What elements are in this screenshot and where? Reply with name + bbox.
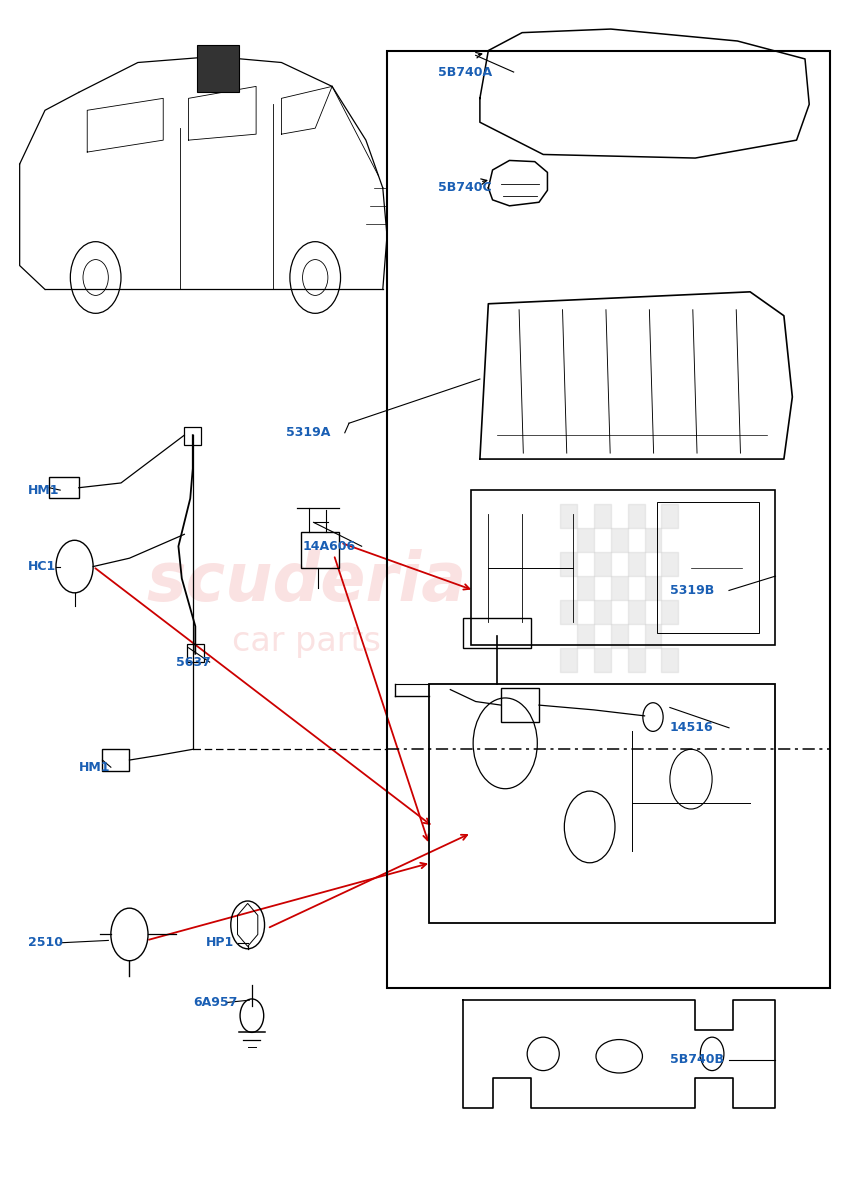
- Bar: [49, 476, 79, 498]
- Bar: [501, 689, 539, 722]
- Bar: [463, 618, 530, 648]
- Text: 14A606: 14A606: [303, 540, 355, 553]
- Bar: [644, 624, 661, 648]
- Bar: [594, 504, 611, 528]
- Bar: [184, 427, 201, 445]
- Text: 14516: 14516: [670, 721, 713, 734]
- Bar: [661, 552, 678, 576]
- Bar: [560, 504, 577, 528]
- Text: scuderia: scuderia: [147, 550, 467, 616]
- Bar: [187, 644, 204, 662]
- Bar: [627, 552, 644, 576]
- Bar: [644, 528, 661, 552]
- Bar: [661, 600, 678, 624]
- Bar: [661, 504, 678, 528]
- Bar: [560, 552, 577, 576]
- Bar: [197, 44, 239, 92]
- Text: HP1: HP1: [206, 936, 234, 949]
- Bar: [560, 648, 577, 672]
- Text: HC1: HC1: [28, 560, 56, 574]
- Bar: [577, 624, 594, 648]
- Bar: [472, 490, 775, 646]
- Bar: [627, 648, 644, 672]
- Text: HM1: HM1: [79, 761, 110, 774]
- Bar: [429, 684, 775, 923]
- Bar: [594, 552, 611, 576]
- Bar: [611, 576, 627, 600]
- Text: 6A957: 6A957: [193, 996, 237, 1009]
- Bar: [627, 504, 644, 528]
- Bar: [387, 50, 830, 988]
- Text: 5B740B: 5B740B: [670, 1054, 724, 1067]
- Bar: [611, 624, 627, 648]
- Text: car parts: car parts: [232, 625, 381, 659]
- Text: 5637: 5637: [176, 655, 211, 668]
- Text: 5319B: 5319B: [670, 584, 714, 596]
- Bar: [301, 532, 339, 568]
- Bar: [644, 576, 661, 600]
- Bar: [611, 528, 627, 552]
- Bar: [577, 528, 594, 552]
- Text: 2510: 2510: [28, 936, 63, 949]
- Text: 5319A: 5319A: [286, 426, 330, 439]
- Bar: [594, 648, 611, 672]
- Text: HM1: HM1: [28, 484, 60, 497]
- Text: 5B740A: 5B740A: [438, 66, 492, 78]
- Text: 5B740C: 5B740C: [438, 181, 491, 194]
- Bar: [661, 648, 678, 672]
- Bar: [657, 502, 758, 634]
- Bar: [594, 600, 611, 624]
- Bar: [577, 576, 594, 600]
- Bar: [627, 600, 644, 624]
- Bar: [560, 600, 577, 624]
- Bar: [102, 749, 129, 770]
